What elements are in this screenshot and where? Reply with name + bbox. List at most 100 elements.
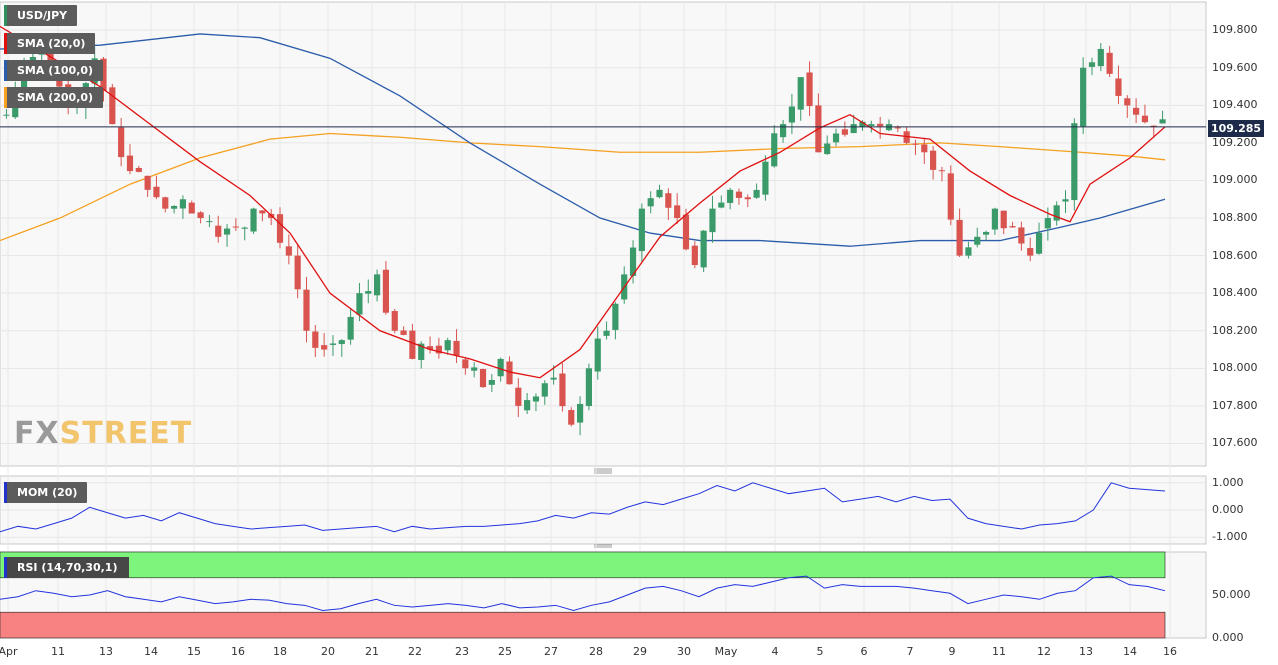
candle-body xyxy=(250,208,257,232)
candle-body xyxy=(1080,67,1087,127)
time-tick-label: 12 xyxy=(1037,645,1051,658)
rsi-overbought-band xyxy=(0,551,1166,579)
candle-body xyxy=(506,361,513,385)
candle-body xyxy=(418,343,425,360)
candle-body xyxy=(135,167,142,172)
candle-body xyxy=(691,245,698,265)
price-tick-label: 109.400 xyxy=(1212,98,1258,112)
candle-body xyxy=(356,293,363,315)
candle-body xyxy=(1000,210,1007,229)
price-tick-label: 108.400 xyxy=(1212,286,1258,300)
candle-body xyxy=(877,123,884,127)
candle-body xyxy=(259,210,266,214)
mom-path xyxy=(0,482,1166,533)
candle-body xyxy=(1088,62,1096,67)
candle-body xyxy=(100,58,107,92)
candle-body xyxy=(294,255,301,290)
candles xyxy=(3,40,1166,436)
candle-body xyxy=(109,87,116,125)
candle-body xyxy=(656,189,663,198)
grid-lines xyxy=(0,2,1206,638)
mom-tick-label: -1.000 xyxy=(1212,530,1248,544)
fxstreet-watermark: FXSTREET xyxy=(14,416,193,451)
time-tick-label: 13 xyxy=(1079,645,1093,658)
candle-body xyxy=(674,205,681,219)
candle-body xyxy=(868,124,875,126)
price-tick-label: 109.800 xyxy=(1212,23,1258,37)
price-tick-label: 108.000 xyxy=(1212,361,1258,375)
time-tick-label: 15 xyxy=(187,645,201,658)
candle-body xyxy=(206,221,213,223)
price-tick-label: 109.000 xyxy=(1212,173,1258,187)
candle-body xyxy=(409,330,416,359)
candle-body xyxy=(162,197,169,209)
candle-body xyxy=(806,72,813,107)
candle-body xyxy=(532,396,540,402)
mom-tick-label: 1.000 xyxy=(1212,475,1244,489)
candle-body xyxy=(647,198,654,207)
candle-body xyxy=(744,197,751,200)
candle-body xyxy=(841,129,848,135)
candle-body xyxy=(718,202,725,208)
candle-body xyxy=(118,127,125,158)
candle-body xyxy=(171,205,178,209)
candle-body xyxy=(241,227,248,229)
candle-body xyxy=(576,403,584,423)
candle-body xyxy=(1062,199,1069,202)
candle-body xyxy=(1071,123,1078,201)
time-tick-label: 11 xyxy=(992,645,1006,658)
candle-body xyxy=(797,77,804,110)
candle-body xyxy=(462,359,469,369)
candle-body xyxy=(232,226,239,228)
sma-20-path xyxy=(0,25,1166,379)
candle-body xyxy=(524,400,531,411)
candle-body xyxy=(938,170,946,172)
time-tick-label: 21 xyxy=(365,645,379,658)
candle-body xyxy=(435,345,442,354)
candle-body xyxy=(1097,48,1104,67)
time-tick-label: 9 xyxy=(948,645,956,658)
rsi-oversold-band xyxy=(0,611,1166,639)
candle-body xyxy=(894,127,901,129)
time-tick-label: 18 xyxy=(273,645,287,658)
candle-body xyxy=(426,346,434,350)
candle-body xyxy=(321,345,328,350)
rsi-tick-label: 0.000 xyxy=(1212,631,1244,644)
candle-body xyxy=(153,186,160,198)
time-tick-label: 4 xyxy=(771,645,779,658)
candle-body xyxy=(479,369,487,388)
candle-body xyxy=(762,161,769,195)
time-tick-label: 22 xyxy=(408,645,422,658)
candle-body xyxy=(223,228,231,235)
candle-body xyxy=(735,191,743,198)
candle-body xyxy=(365,291,372,294)
candle-body xyxy=(921,144,928,153)
candle-body xyxy=(727,189,734,203)
price-tick-label: 108.200 xyxy=(1212,323,1258,337)
candle-body xyxy=(912,143,919,145)
time-tick-label: 16 xyxy=(231,645,245,658)
panel-resize-handle[interactable] xyxy=(594,468,612,474)
candle-body xyxy=(1018,227,1025,244)
candle-body xyxy=(1115,78,1122,96)
sma-200-line xyxy=(0,132,1166,242)
candle-body xyxy=(568,410,575,425)
candle-body xyxy=(1150,125,1157,127)
rsi-line xyxy=(0,575,1166,612)
candle-body xyxy=(453,340,460,356)
candle-body xyxy=(1133,107,1140,115)
candle-body xyxy=(3,114,10,116)
legend-rsi: RSI (14,70,30,1) xyxy=(4,557,130,578)
candle-body xyxy=(832,133,840,143)
candle-body xyxy=(515,387,522,406)
panel-resize-handle[interactable] xyxy=(594,544,612,548)
candle-body xyxy=(179,199,187,209)
time-tick-label: 16 xyxy=(1163,645,1177,658)
candle-body xyxy=(285,246,292,256)
candle-body xyxy=(665,193,672,208)
mom-tick-label: 0.000 xyxy=(1212,503,1244,516)
candle-body xyxy=(144,175,151,190)
candle-body xyxy=(779,124,787,138)
candle-body xyxy=(497,358,504,377)
